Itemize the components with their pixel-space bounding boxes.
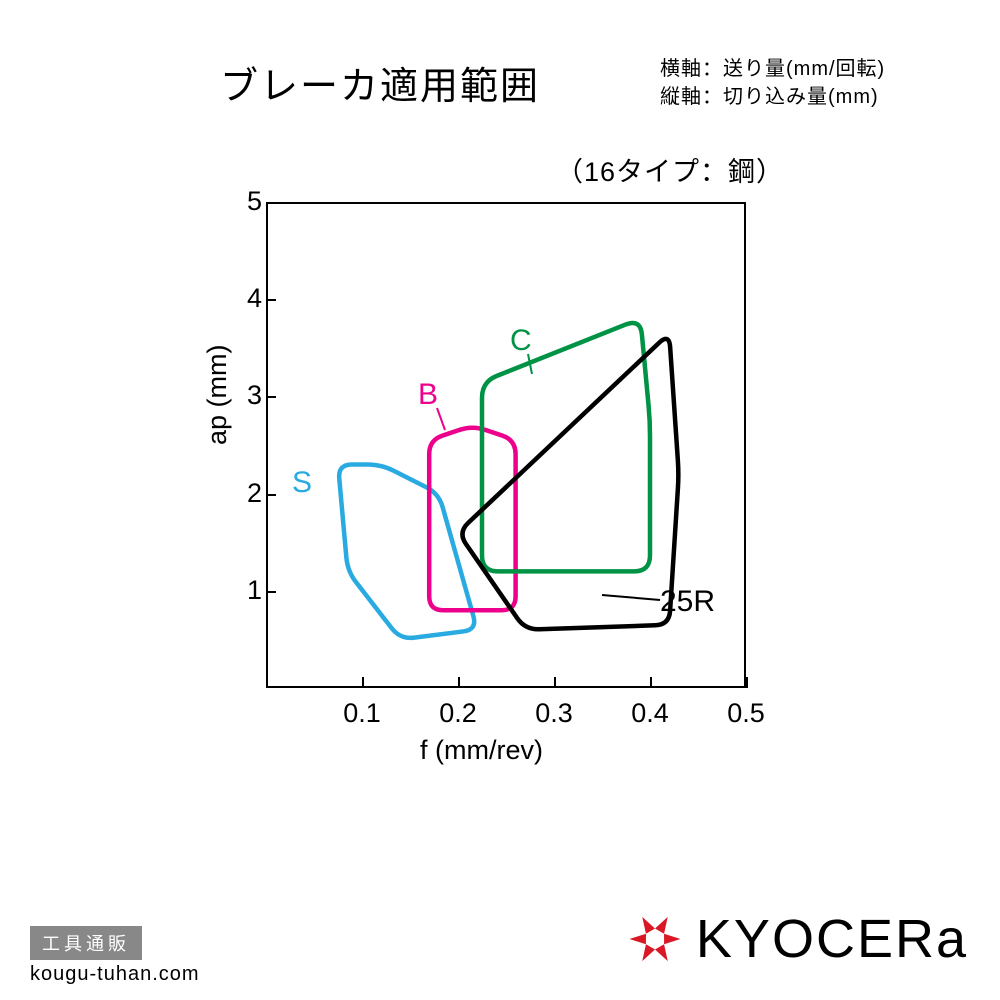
y-tick-label: 1 <box>222 575 262 606</box>
region-label-C: C <box>510 324 532 358</box>
region-label-B: B <box>418 378 438 412</box>
x-tick-label: 0.4 <box>620 698 680 729</box>
y-tick-label: 5 <box>222 186 262 217</box>
brand-logo: KYOCERa <box>626 910 968 968</box>
vendor-badge: 工具通販 <box>30 926 142 960</box>
vendor-url: kougu-tuhan.com <box>30 963 200 986</box>
y-tick-label: 2 <box>222 478 262 509</box>
region-label-25R: 25R <box>660 585 715 619</box>
region-C <box>482 323 650 571</box>
y-tick-label: 4 <box>222 283 262 314</box>
x-tick-mark <box>746 677 748 688</box>
x-axis-label: f (mm/rev) <box>420 735 543 766</box>
chart-title: ブレーカ適用範囲 <box>220 55 540 110</box>
axis-description: 横軸：送り量(mm/回転) 縦軸：切り込み量(mm) <box>660 55 885 111</box>
page-root: ブレーカ適用範囲 横軸：送り量(mm/回転) 縦軸：切り込み量(mm) （16タ… <box>0 0 1000 1000</box>
region-leader-25R <box>602 595 660 600</box>
x-tick-label: 0.3 <box>524 698 584 729</box>
x-tick-label: 0.1 <box>332 698 392 729</box>
chart-area: 12345 0.10.20.30.40.5 ap (mm) f (mm/rev)… <box>170 180 810 800</box>
x-tick-label: 0.2 <box>428 698 488 729</box>
region-leader-B <box>437 408 445 430</box>
region-label-S: S <box>292 466 312 500</box>
axis-desc-line-y: 縦軸：切り込み量(mm) <box>660 83 885 111</box>
x-tick-label: 0.5 <box>716 698 776 729</box>
axis-desc-line-x: 横軸：送り量(mm/回転) <box>660 55 885 83</box>
brand-mark-icon <box>626 910 684 968</box>
y-axis-label: ap (mm) <box>202 345 233 446</box>
brand-text: KYOCERa <box>696 912 968 966</box>
